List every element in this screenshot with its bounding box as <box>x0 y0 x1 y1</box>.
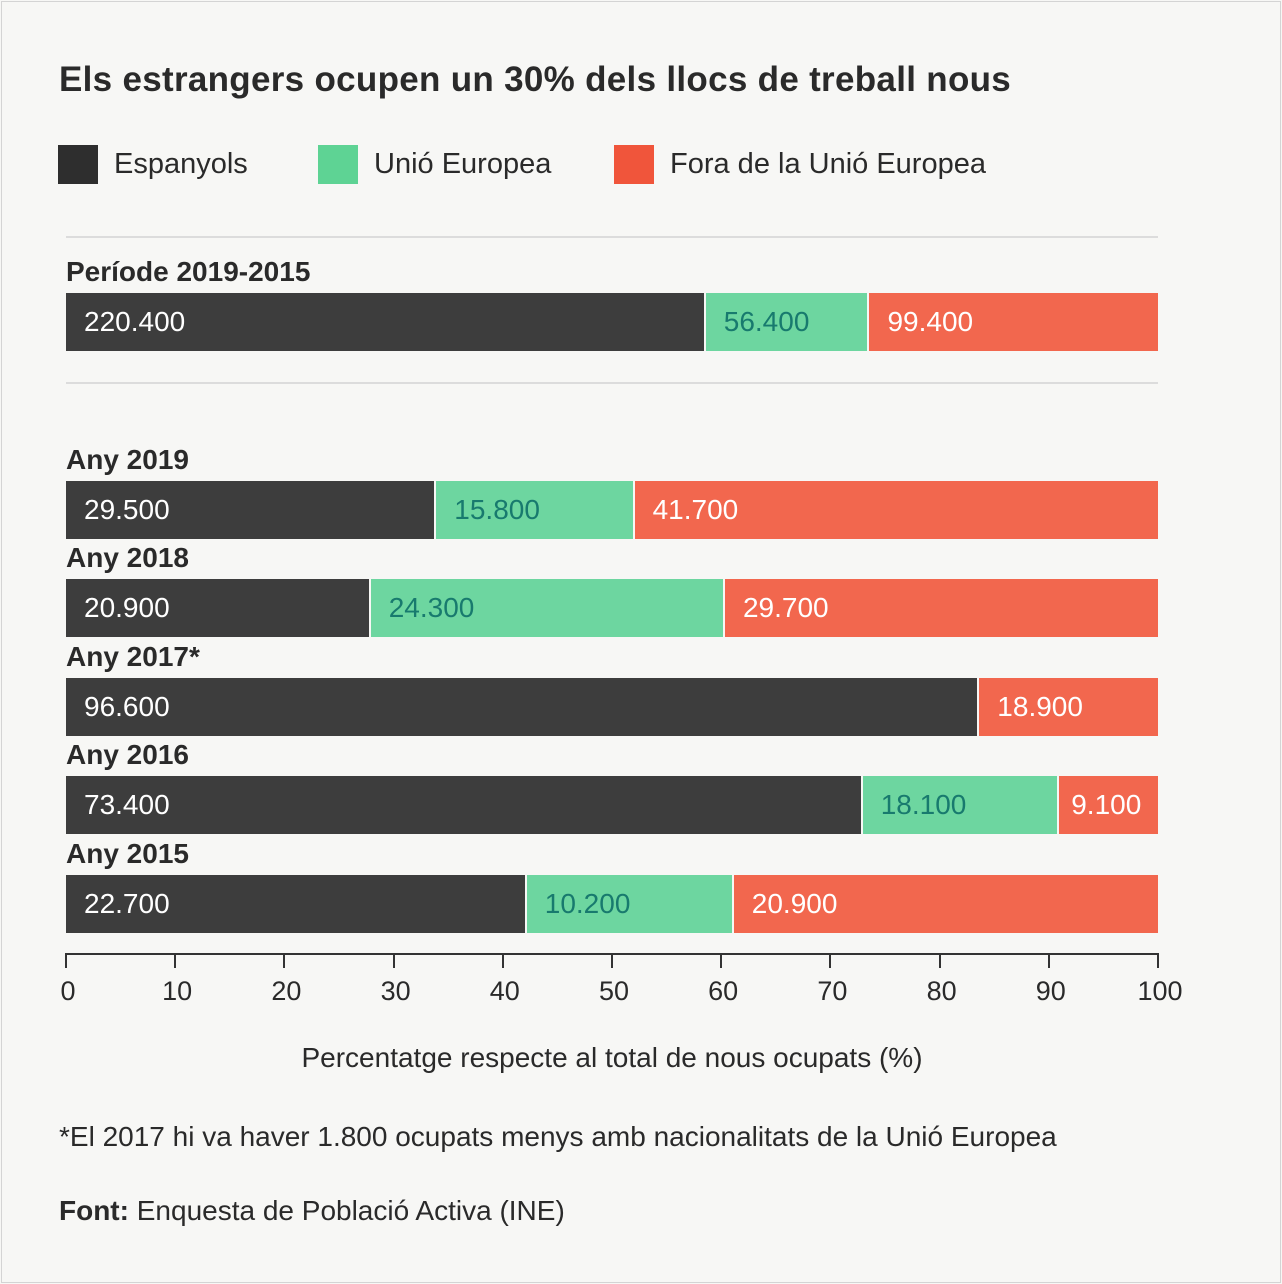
x-tick-label: 70 <box>817 976 848 1006</box>
row-label: Any 2017* <box>66 641 200 672</box>
legend-swatch <box>614 145 654 184</box>
stacked-bar: 220.400 56.400 99.400 <box>66 293 1158 351</box>
data-label: 24.300 <box>388 592 475 623</box>
row-label: Any 2018 <box>66 542 189 573</box>
data-label: 29.700 <box>742 592 829 623</box>
legend-swatch <box>318 145 358 184</box>
bar-segment: 56.400 <box>705 293 870 351</box>
bar-segment: 18.100 <box>862 776 1060 834</box>
stacked-bar: 29.500 15.800 41.700 <box>66 481 1158 539</box>
source-text: Enquesta de Població Activa (INE) <box>136 1195 565 1226</box>
bar-segment: 29.500 <box>66 481 437 539</box>
x-tick-label: 80 <box>926 976 957 1006</box>
x-tick <box>1157 953 1159 968</box>
bar-segment: 15.800 <box>436 481 635 539</box>
x-tick-label: 20 <box>271 976 302 1006</box>
stacked-bar: 20.900 24.300 29.700 <box>66 579 1158 637</box>
bar-segment: 99.400 <box>869 293 1158 351</box>
x-tick <box>611 953 613 968</box>
stacked-bar: 73.400 18.100 9.100 <box>66 776 1158 834</box>
x-tick <box>829 953 832 968</box>
bar-segment: 18.900 <box>979 678 1158 736</box>
row-label: Any 2019 <box>66 444 189 475</box>
data-label: 18.900 <box>997 691 1083 722</box>
data-label: 96.600 <box>84 691 170 722</box>
source: Font: Enquesta de Població Activa (INE) <box>59 1195 565 1227</box>
x-tick-label: 100 <box>1137 976 1183 1006</box>
legend-label: Fora de la Unió Europea <box>670 148 986 180</box>
bar-segment: 24.300 <box>370 579 725 637</box>
stacked-bar: 96.600 18.900 <box>66 678 1158 736</box>
data-label: 29.500 <box>84 494 170 525</box>
bar-segment: 96.600 <box>66 678 980 736</box>
data-label: 220.400 <box>84 306 186 337</box>
x-tick <box>501 953 504 968</box>
x-tick-label: 0 <box>60 976 76 1006</box>
data-label: 10.200 <box>544 888 631 919</box>
divider <box>66 382 1158 384</box>
bar-segment: 10.200 <box>526 875 734 933</box>
data-label: 56.400 <box>723 306 810 337</box>
legend-label: Unió Europea <box>374 148 552 180</box>
legend-item-espanyols: Espanyols <box>58 145 248 184</box>
bar-segment: 73.400 <box>66 776 863 834</box>
source-label: Font: <box>59 1195 129 1226</box>
x-tick <box>938 953 941 968</box>
data-label: 18.100 <box>880 789 967 820</box>
stacked-bar: 22.700 10.200 20.900 <box>66 875 1158 933</box>
divider <box>66 236 1158 238</box>
legend-item-fora-ue: Fora de la Unió Europea <box>614 145 986 184</box>
x-tick <box>392 953 395 968</box>
data-label: 99.400 <box>887 306 974 337</box>
x-tick-label: 60 <box>708 976 739 1006</box>
bar-segment: 20.900 <box>66 579 371 637</box>
x-tick <box>65 953 67 968</box>
data-label: 15.800 <box>454 494 540 525</box>
legend-item-ue: Unió Europea <box>318 145 551 184</box>
row-label: Període 2019-2015 <box>66 256 311 287</box>
footnote: *El 2017 hi va haver 1.800 ocupats menys… <box>59 1121 1057 1152</box>
bar-segment: 9.100 <box>1059 776 1158 834</box>
x-tick <box>1047 953 1050 968</box>
chart-title: Els estrangers ocupen un 30% dels llocs … <box>59 60 1012 99</box>
x-tick-label: 10 <box>162 976 193 1006</box>
x-tick-label: 90 <box>1035 976 1066 1006</box>
data-label: 41.700 <box>652 494 739 525</box>
data-label: 73.400 <box>84 789 170 820</box>
bar-segment: 22.700 <box>66 875 527 933</box>
legend-label: Espanyols <box>114 148 248 180</box>
bar-segment: 29.700 <box>724 579 1158 637</box>
x-tick <box>720 953 723 968</box>
row-label: Any 2016 <box>66 739 189 770</box>
data-label: 20.900 <box>84 592 170 623</box>
data-label: 9.100 <box>1071 789 1142 820</box>
bar-segment: 220.400 <box>66 293 706 351</box>
legend-swatch <box>58 145 98 184</box>
x-axis-title: Percentatge respecte al total de nous oc… <box>301 1042 923 1073</box>
bar-segment: 41.700 <box>634 481 1158 539</box>
data-label: 20.900 <box>751 888 838 919</box>
x-tick-label: 40 <box>489 976 520 1006</box>
row-label: Any 2015 <box>66 838 189 869</box>
data-label: 22.700 <box>84 888 170 919</box>
x-tick <box>174 953 177 968</box>
bar-segment: 20.900 <box>733 875 1158 933</box>
x-tick-label: 30 <box>380 976 411 1006</box>
x-tick-label: 50 <box>598 976 630 1006</box>
x-tick <box>283 953 286 968</box>
